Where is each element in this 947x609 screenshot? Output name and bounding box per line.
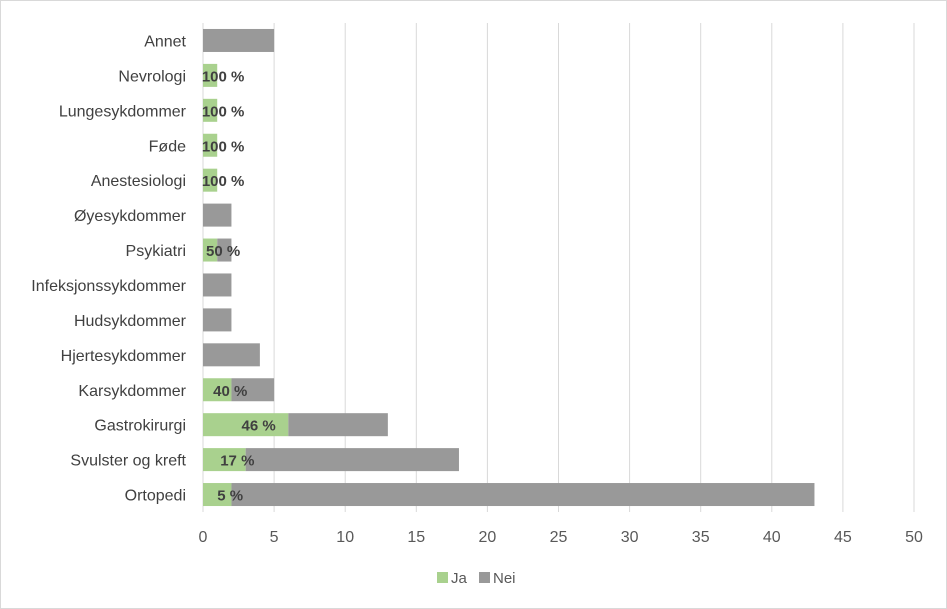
x-tick-label: 30: [621, 529, 639, 546]
bar-ja-12: [203, 448, 246, 472]
data-label: 100 %: [202, 138, 245, 155]
data-label: 5 %: [217, 488, 243, 505]
category-label: Annet: [144, 33, 186, 50]
bar-nei-6: [217, 238, 232, 262]
data-label: 100 %: [202, 173, 245, 190]
legend: Ja Nei: [437, 570, 516, 587]
bars: [203, 28, 815, 507]
legend-label-ja: Ja: [451, 570, 468, 587]
bar-ja-1: [203, 63, 218, 87]
bar-nei-8: [203, 308, 232, 332]
bar-ja-2: [203, 98, 218, 122]
x-tick-label: 25: [550, 529, 568, 546]
data-label: 50 %: [206, 243, 240, 260]
x-tick-label: 5: [270, 529, 279, 546]
bar-ja-6: [203, 238, 218, 262]
category-label: Lungesykdommer: [59, 103, 187, 120]
x-tick-label: 15: [407, 529, 425, 546]
bar-nei-11: [288, 413, 388, 437]
category-label: Svulster og kreft: [70, 453, 186, 470]
bar-ja-11: [203, 413, 289, 437]
legend-swatch-ja: [437, 572, 448, 583]
category-label: Infeksjonssykdommer: [31, 278, 186, 295]
legend-swatch-nei: [479, 572, 490, 583]
category-label: Hudsykdommer: [74, 313, 187, 330]
x-tick-label: 45: [834, 529, 852, 546]
category-label: Nevrologi: [118, 68, 186, 85]
x-tick-labels: 0 5 10 15 20 25 30 35 40 45 50: [199, 529, 923, 546]
category-labels: Annet Nevrologi Lungesykdommer Føde Anestesi…: [31, 33, 186, 504]
legend-label-nei: Nei: [493, 570, 516, 587]
bar-nei-0: [203, 28, 275, 52]
bar-nei-9: [203, 343, 260, 367]
data-label: 100 %: [202, 103, 245, 120]
gridlines: [202, 23, 915, 512]
bar-nei-12: [245, 448, 459, 472]
data-label: 100 %: [202, 68, 245, 85]
x-tick-label: 35: [692, 529, 710, 546]
x-tick-label: 50: [905, 529, 923, 546]
bar-ja-3: [203, 133, 218, 157]
data-labels: 100 % 100 % 100 % 100 % 50 % 40 % 46 % 17 % 5 %: [202, 68, 276, 504]
bar-ja-4: [203, 168, 218, 192]
x-tick-label: 40: [763, 529, 781, 546]
bar-ja-13: [203, 483, 232, 507]
data-label: 46 %: [242, 418, 276, 435]
category-label: Psykiatri: [126, 243, 186, 260]
data-label: 17 %: [220, 453, 254, 470]
category-label: Karsykdommer: [78, 383, 186, 400]
bar-ja-10: [203, 378, 232, 402]
bar-nei-5: [203, 203, 232, 227]
category-label: Gastrokirurgi: [94, 418, 186, 435]
category-label: Øyesykdommer: [74, 208, 187, 225]
category-label: Hjertesykdommer: [61, 348, 187, 365]
category-label: Ortopedi: [125, 488, 186, 505]
x-tick-label: 10: [336, 529, 354, 546]
x-tick-label: 0: [199, 529, 208, 546]
category-label: Føde: [149, 138, 186, 155]
bar-nei-7: [203, 273, 232, 297]
bar-nei-13: [231, 483, 815, 507]
x-tick-label: 20: [479, 529, 497, 546]
bar-nei-10: [231, 378, 275, 402]
data-label: 40 %: [213, 383, 247, 400]
category-label: Anestesiologi: [91, 173, 186, 190]
